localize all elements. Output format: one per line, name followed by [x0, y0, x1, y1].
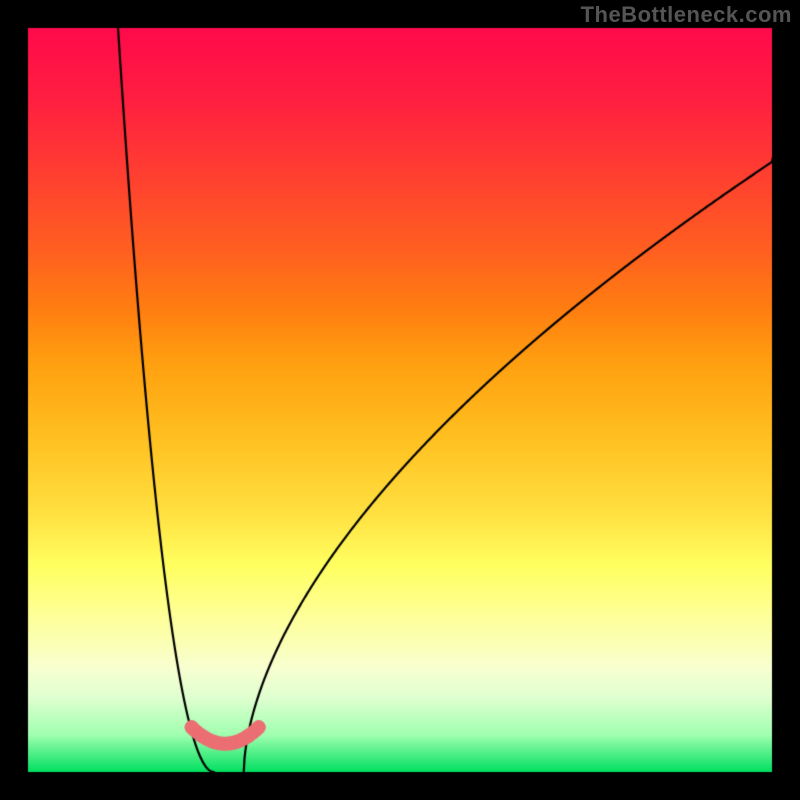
- chart-container: TheBottleneck.com: [0, 0, 800, 800]
- bottleneck-chart-canvas: [0, 0, 800, 800]
- watermark-text: TheBottleneck.com: [581, 2, 792, 28]
